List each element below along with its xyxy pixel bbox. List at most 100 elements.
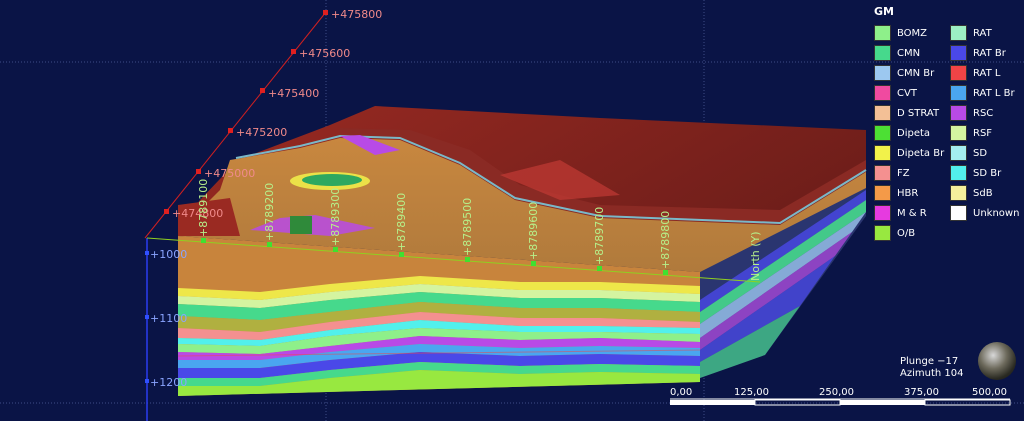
legend-item: RSC xyxy=(950,104,993,122)
easting-label: +8789500 xyxy=(461,198,474,256)
scale-label: 0,00 xyxy=(670,387,693,398)
legend-swatch xyxy=(950,105,967,121)
northing-label: +475200 xyxy=(236,126,287,139)
legend-label: RAT xyxy=(973,27,992,39)
legend-swatch xyxy=(874,25,891,41)
legend-label: CMN xyxy=(897,47,921,59)
legend-item: RAT xyxy=(950,24,992,42)
azimuth-readout: Azimuth 104 xyxy=(900,368,964,379)
legend-swatch xyxy=(874,145,891,161)
northing-label: +475000 xyxy=(204,167,255,180)
legend-swatch xyxy=(874,205,891,221)
northing-label: +475800 xyxy=(331,8,382,21)
legend-label: CMN Br xyxy=(897,67,935,79)
legend-item: Dipeta Br xyxy=(874,144,944,162)
legend-item: HBR xyxy=(874,184,918,202)
legend-item: Dipeta xyxy=(874,124,930,142)
legend-swatch xyxy=(874,165,891,181)
legend-swatch xyxy=(950,165,967,181)
legend-item: BOMZ xyxy=(874,24,927,42)
legend-item: SD xyxy=(950,144,987,162)
legend-item: D STRAT xyxy=(874,104,939,122)
legend-label: SdB xyxy=(973,187,993,199)
scale-bar xyxy=(670,398,1011,406)
scale-label: 500,00 xyxy=(972,387,1007,398)
legend-swatch xyxy=(874,65,891,81)
plunge-readout: Plunge −17 xyxy=(900,356,959,367)
scale-label: 250,00 xyxy=(819,387,854,398)
depth-label: +1000 xyxy=(150,248,187,261)
legend-item: RAT L xyxy=(950,64,1000,82)
northing-axis: +475800 +475600 +475400 +475200 +475000 … xyxy=(164,8,382,220)
legend-item: RSF xyxy=(950,124,992,142)
pit-bench xyxy=(178,134,867,272)
legend-label: D STRAT xyxy=(897,107,940,119)
legend-item: SdB xyxy=(950,184,993,202)
easting-label: +8789300 xyxy=(329,188,342,246)
legend-item: RAT L Br xyxy=(950,84,1015,102)
easting-label: +8789400 xyxy=(395,193,408,251)
legend-swatch xyxy=(874,225,891,241)
legend-label: HBR xyxy=(897,187,919,199)
legend-item: M & R xyxy=(874,204,927,222)
depth-label: +1200 xyxy=(150,376,187,389)
legend-title: GM xyxy=(874,5,894,18)
easting-label: +8789200 xyxy=(263,183,276,241)
northing-label: +475600 xyxy=(299,47,350,60)
northing-label: +475400 xyxy=(268,87,319,100)
depth-axis: +1000 +1100 +1200 xyxy=(145,248,187,389)
legend-item: CVT xyxy=(874,84,917,102)
legend-item: SD Br xyxy=(950,164,1001,182)
legend-swatch xyxy=(950,65,967,81)
legend-item: CMN xyxy=(874,44,920,62)
legend-item: RAT Br xyxy=(950,44,1006,62)
easting-label: +8789100 xyxy=(197,179,210,237)
easting-label: +8789800 xyxy=(659,211,672,269)
legend-label: BOMZ xyxy=(897,27,928,39)
legend-item: Unknown xyxy=(950,204,1019,222)
legend-label: CVT xyxy=(897,87,917,99)
legend-swatch xyxy=(874,45,891,61)
orientation-globe-icon[interactable] xyxy=(978,342,1016,380)
legend-swatch xyxy=(950,185,967,201)
depth-label: +1100 xyxy=(150,312,187,325)
legend-label: RAT L xyxy=(973,67,1001,79)
easting-axis: +8789100 +8789200 +8789300 +8789400 +878… xyxy=(197,179,762,281)
legend-label: RAT Br xyxy=(973,47,1006,59)
legend-swatch xyxy=(950,145,967,161)
legend-label: SD Br xyxy=(973,167,1002,179)
legend-swatch xyxy=(950,125,967,141)
legend-label: M & R xyxy=(897,207,927,219)
scale-label: 125,00 xyxy=(734,387,769,398)
block-side-face xyxy=(700,158,866,378)
legend-item: FZ xyxy=(874,164,910,182)
legend-swatch xyxy=(950,85,967,101)
easting-label: +8789700 xyxy=(593,207,606,265)
scale-label: 375,00 xyxy=(904,387,939,398)
legend-label: O/B xyxy=(897,227,916,239)
legend-label: RSC xyxy=(973,107,994,119)
legend-label: Dipeta xyxy=(897,127,931,139)
northing-label: +474800 xyxy=(172,207,223,220)
legend-swatch xyxy=(874,125,891,141)
legend-swatch xyxy=(874,85,891,101)
legend-label: FZ xyxy=(897,167,910,179)
legend-item: CMN Br xyxy=(874,64,934,82)
block-front-face xyxy=(177,236,701,396)
legend-swatch xyxy=(950,45,967,61)
legend-item: O/B xyxy=(874,224,915,242)
orientation-readout: Plunge −17 Azimuth 104 xyxy=(900,356,963,380)
legend-label: RAT L Br xyxy=(973,87,1015,99)
legend-swatch xyxy=(874,105,891,121)
legend-label: SD xyxy=(973,147,988,159)
north-axis-label: North (Y) xyxy=(749,231,762,281)
legend-label: RSF xyxy=(973,127,993,139)
legend-swatch xyxy=(950,25,967,41)
legend-label: Dipeta Br xyxy=(897,147,945,159)
legend-swatch xyxy=(874,185,891,201)
legend-label: Unknown xyxy=(973,207,1020,219)
legend-swatch xyxy=(950,205,967,221)
easting-label: +8789600 xyxy=(527,202,540,260)
legend-panel: GM BOMZ CMN CMN Br CVT D STRAT Dipeta Dipeta B… xyxy=(862,0,1024,248)
